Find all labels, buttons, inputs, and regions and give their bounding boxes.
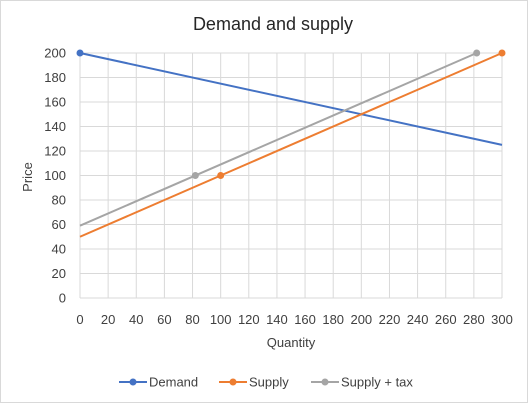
grid-layer [79,52,503,299]
legend-label: Demand [149,375,198,390]
y-tick-label: 100 [44,168,66,183]
y-tick-label: 80 [52,193,66,208]
y-tick-label: 60 [52,217,66,232]
legend-item: Supply + tax [311,375,413,390]
x-tick-label: 300 [491,312,513,327]
y-tick-label: 160 [44,95,66,110]
x-tick-label: 240 [407,312,429,327]
x-axis-label: Quantity [267,335,316,350]
tick-layer: 0 20 40 60 80 100 120 140 160 180 200 220 240 260 280 3… [44,46,513,328]
x-tick-label: 80 [185,312,199,327]
x-tick-label: 280 [463,312,485,327]
series-layer [76,49,506,238]
legend-item: Supply [219,375,289,390]
x-tick-label: 40 [129,312,143,327]
x-tick-label: 120 [238,312,260,327]
y-tick-label: 180 [44,70,66,85]
x-tick-label: 200 [350,312,372,327]
data-point [473,49,481,57]
legend-marker [229,378,237,386]
legend-label: Supply [249,375,289,390]
y-tick-label: 20 [52,266,66,281]
x-tick-label: 220 [379,312,401,327]
legend-marker [321,378,329,386]
legend-marker [129,378,137,386]
y-tick-label: 200 [44,46,66,61]
x-tick-label: 140 [266,312,288,327]
x-tick-label: 260 [435,312,457,327]
x-tick-label: 100 [210,312,232,327]
y-tick-label: 0 [59,291,66,306]
legend-item: Demand [119,375,198,390]
y-tick-label: 40 [52,242,66,257]
x-tick-label: 20 [101,312,115,327]
data-point [217,172,225,179]
legend-label: Supply + tax [341,375,413,390]
data-point [498,49,506,57]
x-tick-label: 160 [294,312,316,327]
y-axis-label: Price [20,162,35,192]
data-point [76,49,84,57]
chart-title: Demand and supply [193,14,353,34]
y-tick-label: 120 [44,144,66,159]
series-line-0 [79,52,503,146]
data-point [191,172,199,179]
x-tick-label: 60 [157,312,171,327]
series-line-1 [79,52,503,238]
y-tick-label: 140 [44,119,66,134]
x-tick-label: 180 [322,312,344,327]
legend: Demand Supply Supply + tax [119,375,413,390]
x-tick-label: 0 [76,312,83,327]
series-line-2 [79,52,478,227]
